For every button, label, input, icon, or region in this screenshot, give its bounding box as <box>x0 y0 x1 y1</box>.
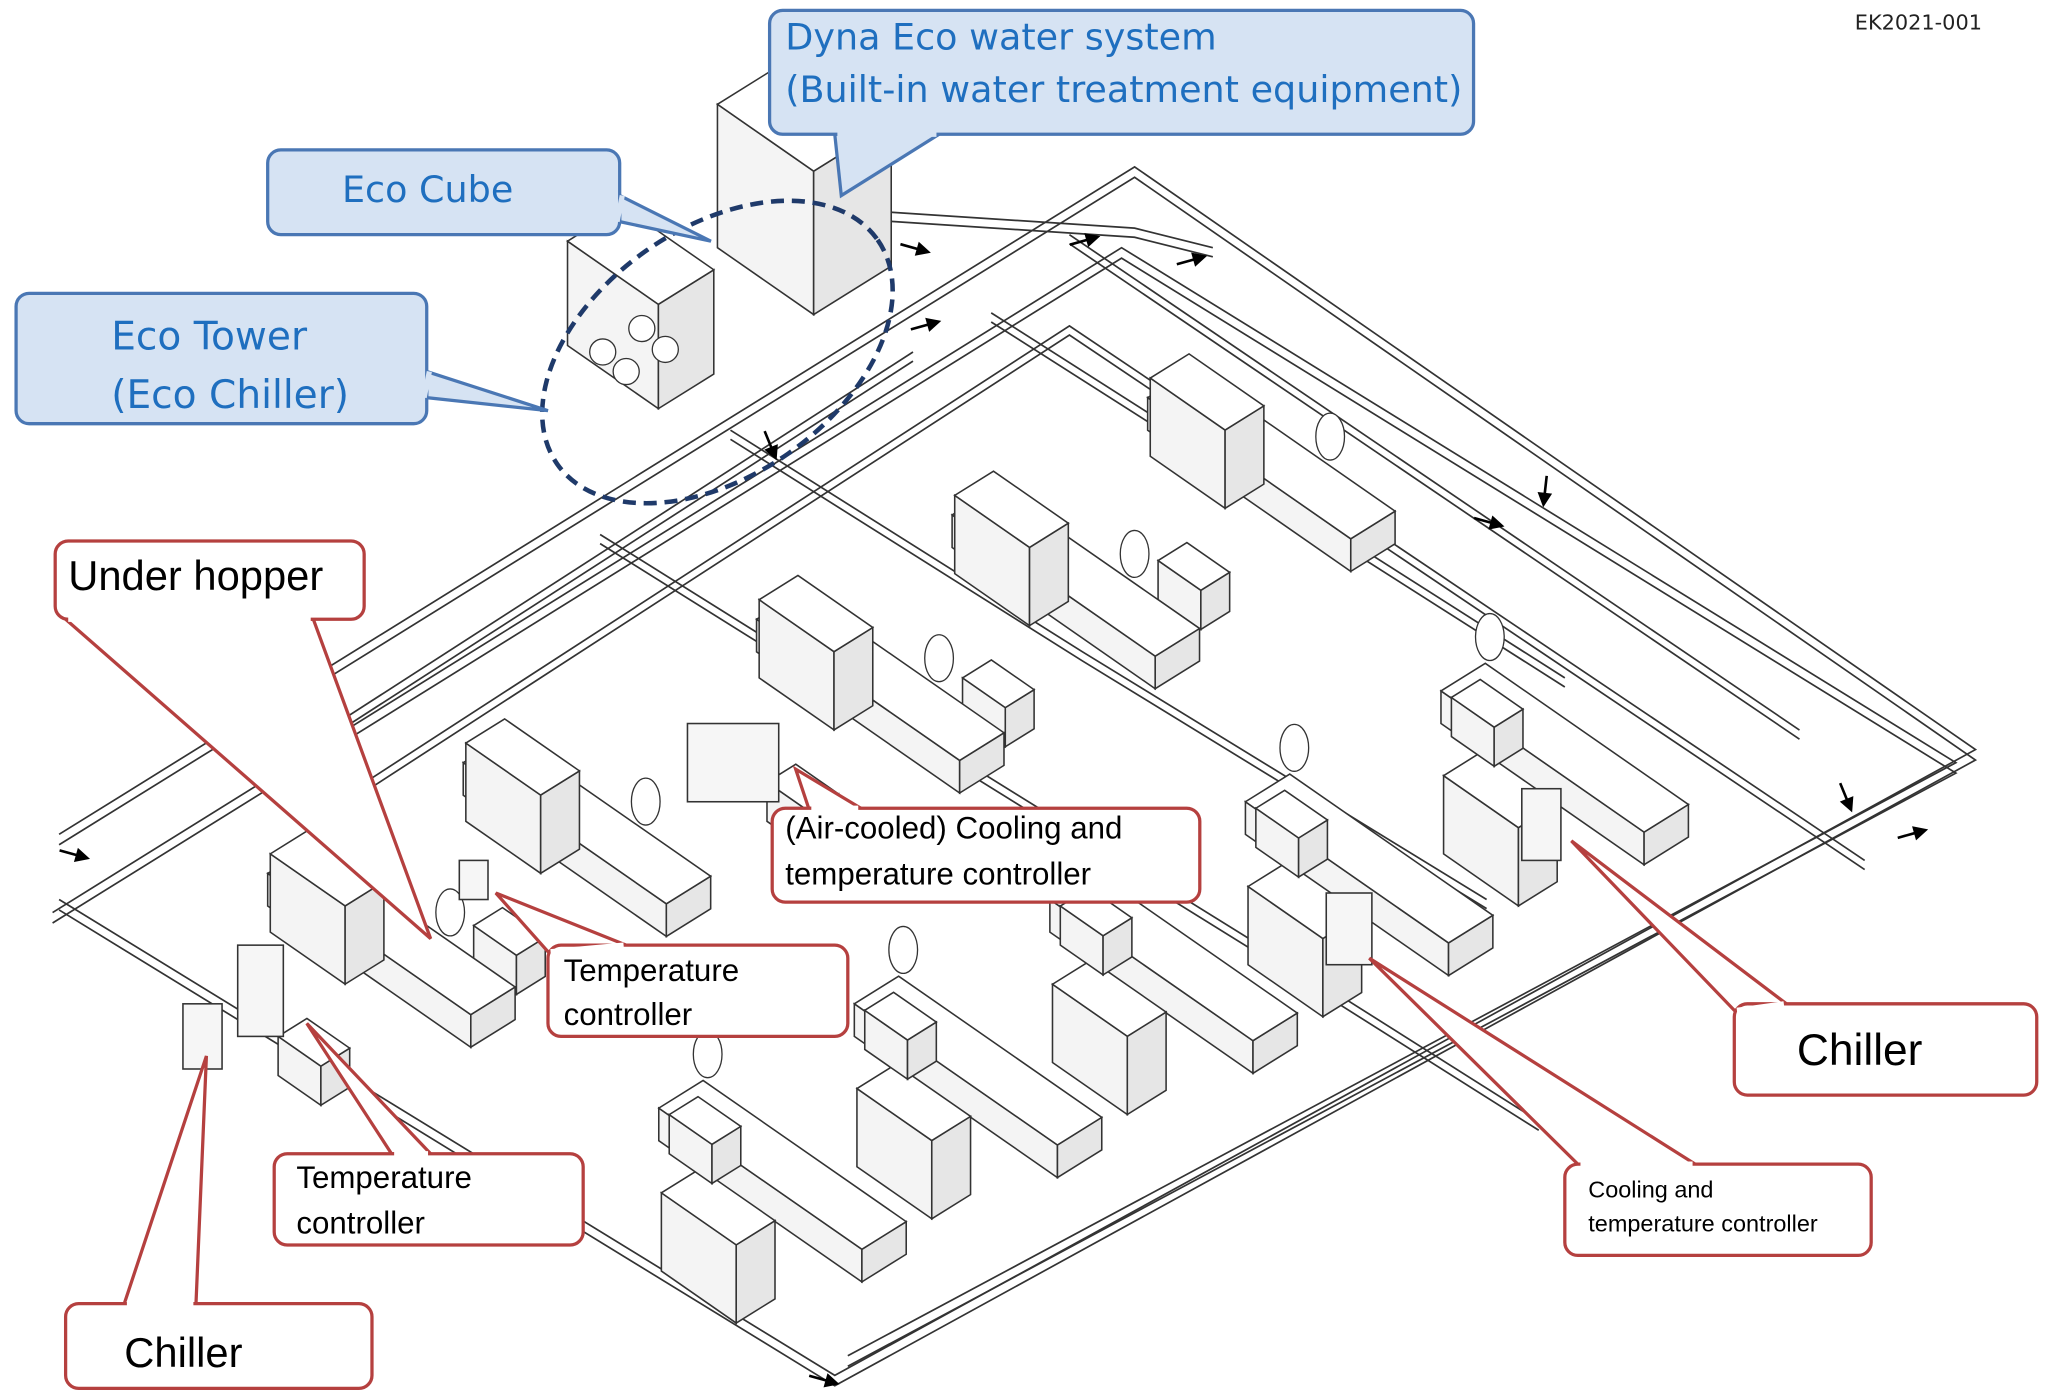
callout: Chiller <box>1571 841 2036 1095</box>
callout-tail <box>427 372 548 411</box>
callout-label: Dyna Eco water system <box>785 16 1216 59</box>
callout-label: Chiller <box>124 1329 242 1376</box>
callout: Dyna Eco water system (Built-in water tre… <box>770 10 1474 195</box>
hopper <box>1476 614 1505 661</box>
doc-code: EK2021-001 <box>1855 10 1982 34</box>
callout-label: Under hopper <box>68 552 323 599</box>
callout-label: Temperature <box>564 953 740 988</box>
callout: Under hopper <box>55 541 430 939</box>
chiller-unit <box>183 1004 222 1069</box>
hopper <box>631 778 660 825</box>
cooling-controller-unit <box>687 724 778 802</box>
flow-arrow <box>1896 825 1926 843</box>
callout-label: (Eco Chiller) <box>111 373 349 418</box>
callout: Eco Tower (Eco Chiller) <box>16 293 548 423</box>
flow-arrow <box>899 239 929 257</box>
callout-label: Cooling and <box>1588 1177 1713 1203</box>
callout-tail <box>796 769 861 808</box>
hopper <box>1280 724 1309 771</box>
callout-label: (Built-in water treatment equipment) <box>785 68 1462 111</box>
hopper <box>925 635 954 682</box>
callout-label: Eco Tower <box>111 314 308 359</box>
hopper <box>1316 413 1345 460</box>
callout-label: controller <box>564 997 693 1032</box>
callout-label: temperature controller <box>1588 1211 1818 1237</box>
fan <box>590 339 616 365</box>
callout-label: Temperature <box>296 1160 472 1195</box>
callout-label: Chiller <box>1797 1026 1923 1075</box>
flow-arrow <box>58 845 88 863</box>
fan <box>652 336 678 362</box>
hopper <box>889 926 918 973</box>
callout-tail <box>124 1056 206 1304</box>
callout-label: (Air-cooled) Cooling and <box>785 811 1122 846</box>
diagram: Dyna Eco water system (Built-in water tre… <box>0 0 2045 1391</box>
callout-label: Eco Cube <box>342 168 513 211</box>
flow-arrow <box>909 317 939 335</box>
callout-tail <box>66 619 431 938</box>
callout-tail <box>1571 841 1786 1010</box>
flow-arrow <box>1835 781 1856 811</box>
cooling-controller-unit <box>1326 893 1372 965</box>
callout-label: controller <box>296 1206 425 1241</box>
flow-arrow <box>1538 475 1552 505</box>
callout: (Air-cooled) Cooling and temperature cont… <box>772 769 1200 902</box>
temperature-controller-unit <box>459 860 488 899</box>
fan <box>629 315 655 341</box>
chiller-unit <box>1522 789 1561 861</box>
temperature-controller-unit <box>238 945 284 1036</box>
callout: Eco Cube <box>268 150 711 241</box>
callout-label: temperature controller <box>785 856 1091 891</box>
hopper <box>1120 530 1149 577</box>
fan <box>613 359 639 385</box>
